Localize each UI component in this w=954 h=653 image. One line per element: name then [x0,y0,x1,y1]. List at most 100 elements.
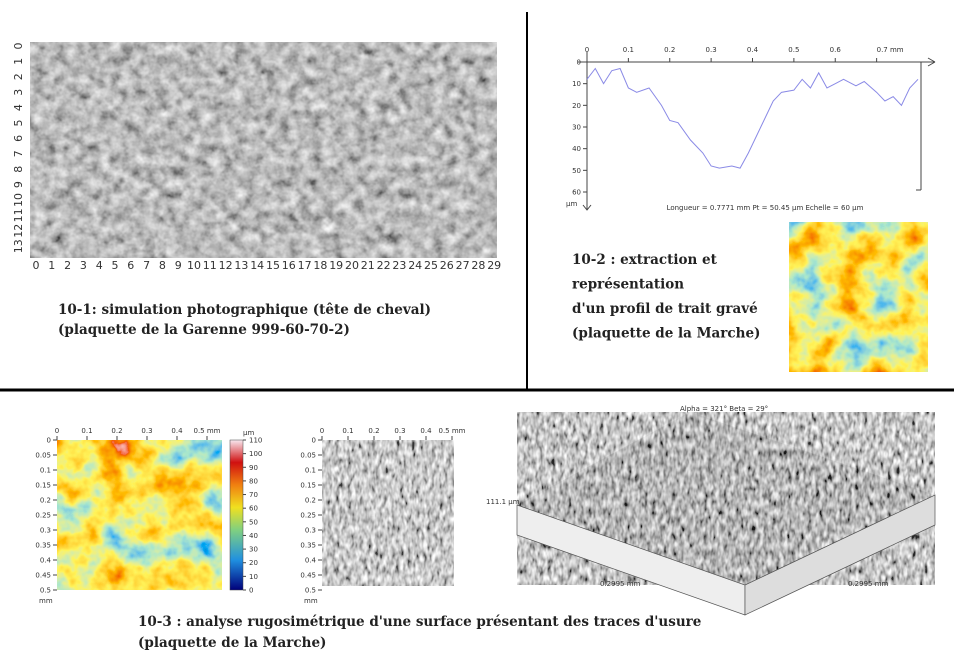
x-tick-label: 24 [408,259,422,272]
y-tick-label: 0.4 [305,557,317,565]
y-tick-label: 40 [572,145,581,153]
gradient-map [322,440,454,586]
color-map [789,222,928,372]
x-tick-label: 0.4 [171,427,183,435]
x-tick-label: 12 [219,259,233,272]
y-tick-label: 3 [12,89,25,96]
x-tick-label: 0.2 [368,427,379,435]
x-tick-label: 0.3 [394,427,405,435]
x-tick-label: 0 [585,46,589,54]
y-tick-label: 0.5 [305,587,316,595]
x-tick-label: 10 [187,259,201,272]
caption: (plaquette de la Marche) [138,635,326,651]
profile-line [587,69,918,169]
y-tick-label: 11 [12,208,25,222]
x-tick-label: 28 [471,259,485,272]
y-tick-label: 50 [572,167,581,175]
roughness-map [57,440,222,590]
y-tick-label: 0.1 [40,467,51,475]
x-tick-label: 3 [80,259,87,272]
y-tick-label: 0.25 [300,512,316,520]
surface-texture [517,412,935,585]
colorbar-label: 10 [249,573,258,581]
x-tick-label: 0.1 [623,46,634,54]
y-tick-label: 0.05 [300,452,316,460]
y-tick-label: 7 [12,150,25,157]
x-tick-label: 15 [266,259,280,272]
colorbar-unit: µm [243,429,254,437]
x-tick-label: 1 [48,259,55,272]
y-unit: µm [566,200,577,208]
colorbar-label: 80 [249,477,258,485]
colorbar-label: 60 [249,505,258,513]
width-label: 0.2995 mm [600,580,641,588]
x-tick-label: 14 [250,259,264,272]
y-tick-label: 0.15 [300,482,316,490]
y-unit: mm [39,597,53,605]
colorbar-label: 0 [249,587,253,595]
x-tick-label: 29 [487,259,501,272]
x-tick-label: 25 [424,259,438,272]
x-tick-label: 0.1 [342,427,353,435]
x-tick-label: 11 [203,259,217,272]
y-tick-label: 4 [12,104,25,111]
x-tick-label: 0.1 [81,427,92,435]
caption: (plaquette de la Garenne 999-60-70-2) [58,322,350,338]
y-tick-label: 12 [12,224,25,238]
y-tick-label: 0.4 [40,557,52,565]
y-tick-label: 20 [572,102,581,110]
colorbar-label: 40 [249,532,258,540]
x-tick-label: 17 [298,259,312,272]
colorbar-label: 30 [249,546,258,554]
x-tick-label: 21 [361,259,375,272]
y-tick-label: 13 [12,239,25,253]
caption: 10-2 : extraction et [572,252,718,268]
y-tick-label: 5 [12,120,25,127]
y-tick-label: 0 [577,59,581,67]
y-tick-label: 0.05 [35,452,51,460]
x-tick-label: 8 [159,259,166,272]
x-tick-label: 20 [345,259,359,272]
x-tick-label: 0.5 [788,46,799,54]
y-tick-label: 0.3 [40,527,51,535]
view-angles: Alpha = 321° Beta = 29° [680,405,768,413]
colorbar-label: 110 [249,437,262,445]
colorbar-label: 90 [249,464,258,472]
y-tick-label: 1 [12,58,25,65]
y-tick-label: 0.45 [35,572,51,580]
y-tick-label: 0.45 [300,572,316,580]
x-tick-label: 19 [329,259,343,272]
y-tick-label: 0.2 [40,497,51,505]
x-tick-label: 0.4 [747,46,759,54]
x-tick-label: 0 [55,427,59,435]
x-tick-label: 0 [320,427,324,435]
x-tick-label: 9 [175,259,182,272]
x-tick-label: 27 [456,259,470,272]
y-tick-label: 2 [12,73,25,80]
x-tick-label: 26 [440,259,454,272]
y-tick-label: 6 [12,135,25,142]
x-tick-label: 0.6 [830,46,842,54]
y-tick-label: 0.2 [305,497,316,505]
profile-footer: Longueur = 0.7771 mm Pt = 50.45 µm Echel… [667,204,864,212]
y-tick-label: 60 [572,189,581,197]
x-tick-label: 0.7 mm [877,46,904,54]
x-tick-label: 2 [64,259,71,272]
y-unit: mm [304,597,318,605]
y-tick-label: 10 [572,80,581,88]
x-tick-label: 0.5 mm [439,427,466,435]
caption: (plaquette de la Marche) [572,326,760,342]
x-tick-label: 13 [234,259,248,272]
photo-simulation [30,42,497,258]
colorbar-label: 100 [249,450,262,458]
height-label: 111.1 µm [486,498,520,506]
caption: d'un profil de trait gravé [572,301,758,317]
y-tick-label: 10 [12,193,25,207]
y-tick-label: 8 [12,166,25,173]
y-tick-label: 0 [12,43,25,50]
x-tick-label: 0.2 [111,427,122,435]
x-tick-label: 0.3 [706,46,717,54]
figure: 0123456789101112131415161718192021222324… [0,0,954,653]
y-tick-label: 0.35 [35,542,51,550]
x-tick-label: 6 [127,259,134,272]
